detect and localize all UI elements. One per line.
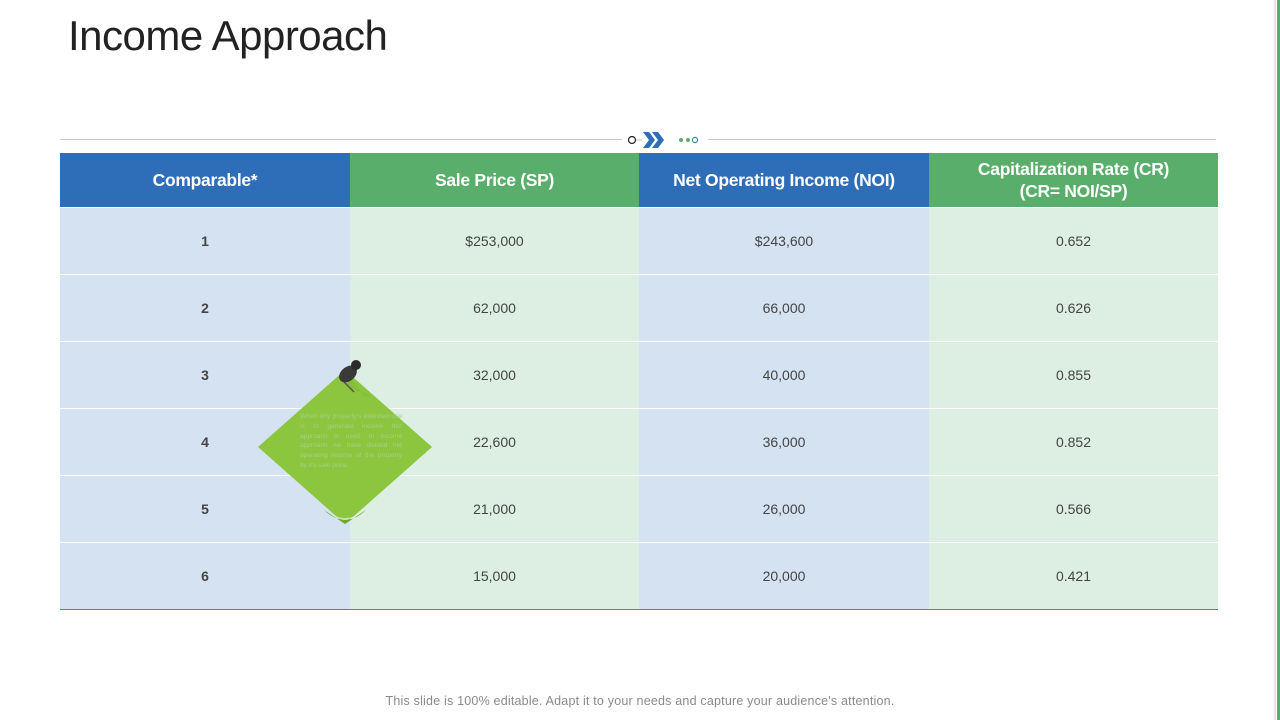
table-row: 5 21,000 26,000 0.566 [60,475,1218,542]
cell-noi: $243,600 [639,207,929,274]
cell-cap-rate: 0.855 [929,341,1218,408]
cell-noi: 36,000 [639,408,929,475]
cell-comparable: 3 [60,341,350,408]
table-row: 1 $253,000 $243,600 0.652 [60,207,1218,274]
table-row: 2 62,000 66,000 0.626 [60,274,1218,341]
cell-comparable: 6 [60,542,350,609]
cell-sale-price: 62,000 [350,274,639,341]
cell-sale-price: 32,000 [350,341,639,408]
cell-sale-price: 15,000 [350,542,639,609]
header-noi: Net Operating Income (NOI) [639,153,929,207]
cell-noi: 66,000 [639,274,929,341]
cell-noi: 40,000 [639,341,929,408]
table-row: 4 22,600 36,000 0.852 [60,408,1218,475]
cell-comparable: 1 [60,207,350,274]
pushpin-icon [339,360,361,393]
table-row: 6 15,000 20,000 0.421 [60,542,1218,609]
dot-icon [686,138,690,142]
cell-noi: 20,000 [639,542,929,609]
cell-cap-rate: 0.852 [929,408,1218,475]
table-row: 3 32,000 40,000 0.855 [60,341,1218,408]
footer-text: This slide is 100% editable. Adapt it to… [385,694,895,708]
chevron-right-icon [652,132,664,148]
sticky-note-text: When any property's intended use is to g… [300,413,402,469]
header-cap-rate-line1: Capitalization Rate (CR) [977,159,1170,179]
cell-cap-rate: 0.421 [929,542,1218,609]
header-comparable: Comparable* [60,153,350,207]
header-cap-rate-line2: (CR= NOI/SP) [1019,181,1128,201]
ring-icon [691,136,699,144]
cell-noi: 26,000 [639,475,929,542]
ring-icon [627,135,637,145]
cell-comparable: 5 [60,475,350,542]
header-sale-price: Sale Price (SP) [350,153,639,207]
chevron-right-icon [643,132,655,148]
cell-comparable: 2 [60,274,350,341]
cell-cap-rate: 0.626 [929,274,1218,341]
cell-cap-rate: 0.652 [929,207,1218,274]
cell-sale-price: $253,000 [350,207,639,274]
income-table: Comparable* Sale Price (SP) Net Operatin… [60,153,1218,610]
dot-icon [679,138,683,142]
table-header-row: Comparable* Sale Price (SP) Net Operatin… [60,153,1218,207]
cell-sale-price: 21,000 [350,475,639,542]
divider-ornament [622,128,708,152]
right-edge-bar [1274,0,1280,720]
cell-cap-rate: 0.566 [929,475,1218,542]
header-cap-rate: Capitalization Rate (CR) (CR= NOI/SP) [929,153,1218,207]
sticky-note [258,360,432,524]
slide-title: Income Approach [68,12,388,59]
